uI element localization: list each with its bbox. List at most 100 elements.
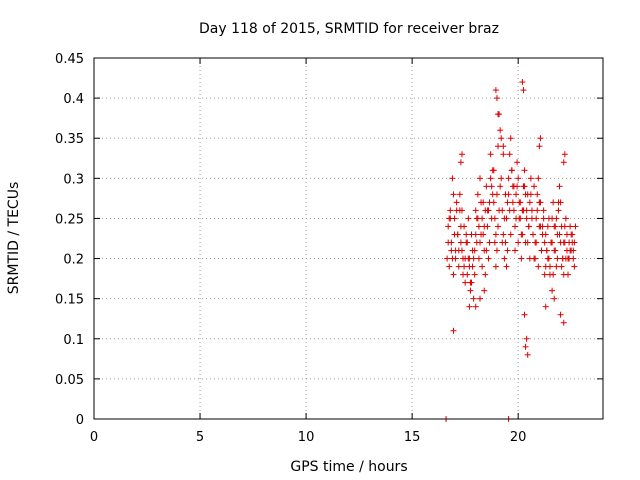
data-point [542,231,549,238]
data-point [485,255,492,262]
data-point [445,239,452,246]
data-point [525,223,532,230]
data-point [551,247,558,254]
data-point [492,263,499,270]
data-point [475,255,482,262]
data-point [562,215,569,222]
data-point [567,223,574,230]
data-point [446,263,453,270]
data-point [504,199,511,206]
chart-title: Day 118 of 2015, SRMTID for receiver bra… [199,21,499,37]
data-point [476,295,483,302]
data-point [535,175,542,182]
data-point [553,263,560,270]
data-point [522,343,529,350]
data-point [551,295,558,302]
data-point [530,231,537,238]
data-point [513,191,520,198]
data-point [554,255,561,262]
data-point [450,271,457,278]
data-point [555,207,562,214]
data-point [556,183,563,190]
data-point [515,175,522,182]
data-point [449,175,456,182]
data-point [540,207,547,214]
data-point [558,263,565,270]
data-point [531,183,538,190]
y-tick-label: 0.3 [63,172,84,187]
y-tick-label: 0.2 [63,253,84,268]
data-point [561,151,568,158]
data-point [452,255,459,262]
data-point [569,239,576,246]
data-point [457,159,464,166]
data-point [450,327,457,334]
data-point [496,207,503,214]
data-point [534,191,541,198]
data-point [482,271,489,278]
data-point [557,311,564,318]
data-point [467,279,474,286]
data-point [519,79,526,86]
y-tick-labels: 0 0.05 0.1 0.15 0.2 0.25 0.3 0.35 0.4 0.45 [55,52,84,428]
data-point [444,255,451,262]
x-axis-label: GPS time / hours [290,459,407,475]
data-point [540,215,547,222]
data-point [556,231,563,238]
data-point [470,295,477,302]
y-tick-label: 0.25 [55,212,84,227]
data-point [472,207,479,214]
x-tick-label: 10 [298,430,315,445]
data-point [546,263,553,270]
x-tick-label: 15 [404,430,421,445]
data-point [481,287,488,294]
data-point [498,175,505,182]
data-point [453,199,460,206]
data-point [490,167,497,174]
data-point [550,199,557,206]
data-point [493,95,500,102]
data-point [514,159,521,166]
data-point [537,135,544,142]
data-point [458,247,465,254]
data-point [544,255,551,262]
data-point [465,255,472,262]
data-point [478,231,485,238]
data-point [553,215,560,222]
data-point [517,199,524,206]
data-point [498,135,505,142]
data-point [493,247,500,254]
data-point [562,255,569,262]
data-point [495,223,502,230]
data-point [524,351,531,358]
data-point [471,271,478,278]
data-point [523,335,530,342]
data-point [456,191,463,198]
data-point [492,231,499,238]
data-point [526,255,533,262]
data-point [524,191,531,198]
data-point [500,151,507,158]
data-point [487,175,494,182]
y-tick-label: 0.05 [55,373,84,388]
data-point [511,247,518,254]
data-point [457,239,464,246]
data-point [560,239,567,246]
data-point [509,199,516,206]
data-point [474,191,481,198]
data-point [536,143,543,150]
axis-ticks [93,57,603,420]
data-point [462,279,469,286]
data-point [464,239,471,246]
data-point [501,215,508,222]
data-point [534,207,541,214]
data-point [483,247,490,254]
data-point [521,183,528,190]
data-point [507,135,514,142]
data-point [505,175,512,182]
data-point [489,191,496,198]
data-point [481,223,488,230]
y-axis-label: SRMTID / TECUs [6,182,22,295]
data-point [456,207,463,214]
data-point [455,263,462,270]
